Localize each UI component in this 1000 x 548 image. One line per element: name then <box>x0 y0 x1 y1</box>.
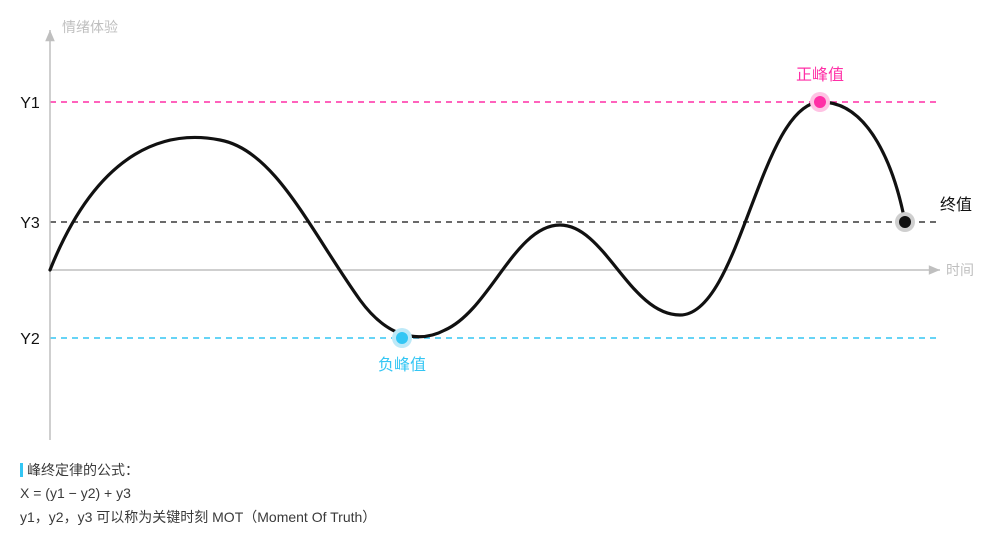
positive-peak-marker-icon <box>814 96 826 108</box>
y-tick-label: Y1 <box>20 95 40 112</box>
x-axis-arrow-icon <box>929 265 940 275</box>
end-value-marker-icon <box>899 216 911 228</box>
positive-peak-label: 正峰值 <box>796 66 844 84</box>
end-value-label: 终值 <box>940 196 972 214</box>
negative-peak-label: 负峰值 <box>378 356 426 374</box>
caption-block: 峰终定律的公式： X = (y1 − y2) + y3 y1，y2，y3 可以称… <box>20 459 376 530</box>
y-axis-arrow-icon <box>45 30 55 41</box>
caption-formula: X = (y1 − y2) + y3 <box>20 482 376 506</box>
y-axis-title: 情绪体验 <box>62 19 118 35</box>
caption-line-1: 峰终定律的公式： <box>20 459 376 483</box>
emotion-curve <box>50 102 905 337</box>
y-tick-label: Y2 <box>20 331 40 348</box>
peak-end-rule-diagram: 情绪体验时间 Y1 Y3 Y2 正峰值负峰值 终值 峰终定律的公式： X = (y1 − … <box>0 0 1000 548</box>
y-tick-label: Y3 <box>20 215 40 232</box>
caption-note: y1，y2，y3 可以称为关键时刻 MOT（Moment Of Truth） <box>20 506 376 530</box>
x-axis-title: 时间 <box>946 262 974 278</box>
accent-bar-icon <box>20 463 23 477</box>
caption-title: 峰终定律的公式： <box>27 462 139 478</box>
negative-peak-marker-icon <box>396 332 408 344</box>
